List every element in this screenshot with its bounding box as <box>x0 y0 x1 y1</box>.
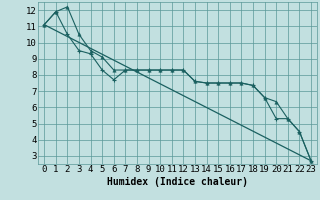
X-axis label: Humidex (Indice chaleur): Humidex (Indice chaleur) <box>107 177 248 187</box>
